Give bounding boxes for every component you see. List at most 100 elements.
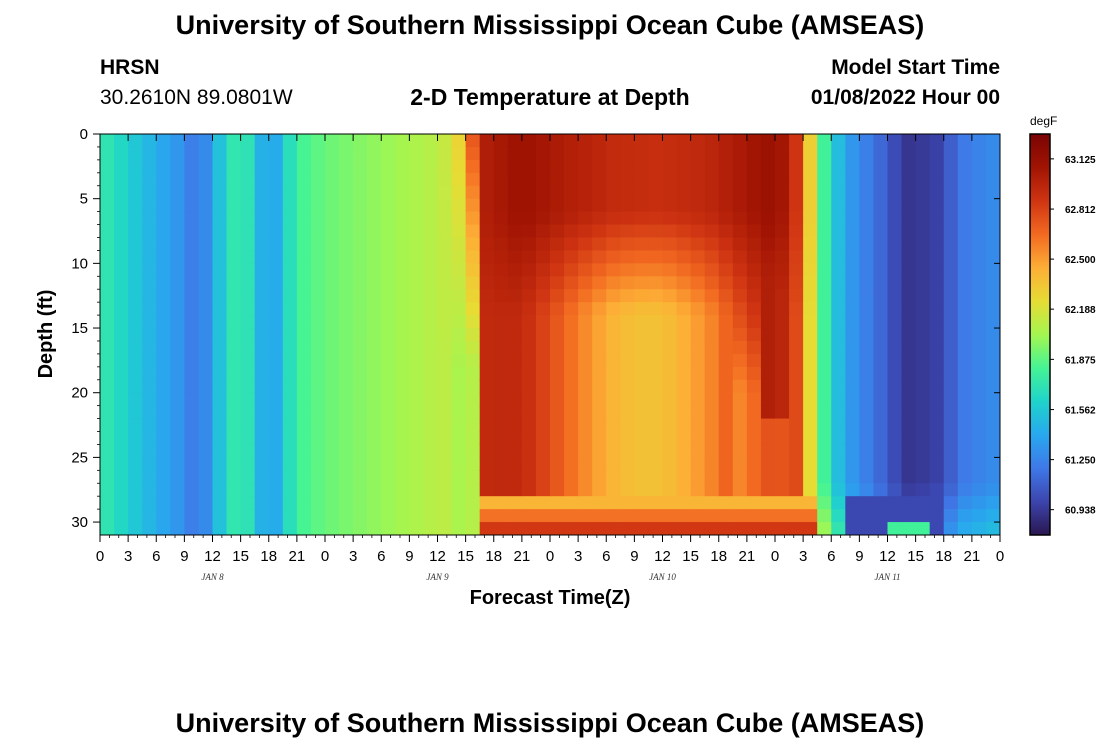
heatmap-cell: [803, 185, 818, 200]
heatmap-cell: [254, 418, 270, 433]
heatmap-cell: [564, 405, 579, 420]
heatmap-cell: [395, 379, 410, 394]
heatmap-cell: [704, 237, 720, 252]
heatmap-cell: [775, 276, 790, 290]
heatmap-cell: [465, 483, 481, 497]
heatmap-cell: [620, 405, 635, 420]
heatmap-cell: [282, 134, 298, 148]
heatmap-cell: [859, 159, 875, 174]
heatmap-cell: [550, 315, 565, 329]
heatmap-cell: [325, 198, 340, 213]
heatmap-cell: [310, 315, 326, 329]
heatmap-cell: [325, 276, 340, 290]
heatmap-cell: [423, 470, 439, 484]
heatmap-cell: [521, 470, 537, 484]
heatmap-cell: [859, 483, 875, 497]
heatmap-cell: [493, 457, 509, 471]
heatmap-cell: [198, 431, 214, 446]
heatmap-cell: [156, 444, 171, 458]
heatmap-cell: [915, 405, 931, 420]
heatmap-cell: [339, 483, 354, 497]
x-tick-label: 21: [964, 548, 981, 565]
heatmap-cell: [465, 237, 481, 252]
heatmap-cell: [114, 146, 129, 161]
heatmap-cell: [240, 315, 256, 329]
heatmap-cell: [620, 431, 635, 446]
heatmap-cell: [395, 392, 410, 407]
heatmap-cell: [718, 470, 734, 484]
heatmap-cell: [268, 224, 284, 239]
heatmap-cell: [128, 146, 143, 161]
heatmap-cell: [789, 211, 804, 226]
heatmap-cell: [746, 392, 762, 407]
heatmap-cell: [957, 470, 973, 484]
heatmap-cell: [100, 172, 115, 187]
heatmap-cell: [550, 470, 565, 484]
heatmap-cell: [971, 263, 987, 277]
heatmap-cell: [620, 366, 635, 381]
heatmap-cell: [184, 159, 200, 174]
heatmap-cell: [184, 366, 200, 381]
heatmap-cell: [606, 379, 621, 394]
heatmap-cell: [451, 237, 467, 252]
heatmap-cell: [845, 431, 860, 446]
heatmap-cell: [339, 328, 354, 342]
heatmap-cell: [226, 237, 242, 252]
heatmap-cell: [985, 483, 1000, 497]
heatmap-cell: [282, 457, 298, 471]
heatmap-cell: [704, 172, 720, 187]
heatmap-cell: [676, 134, 692, 148]
heatmap-cell: [479, 418, 495, 433]
heatmap-cell: [521, 134, 537, 148]
heatmap-cell: [226, 276, 242, 290]
heatmap-cell: [367, 418, 382, 433]
heatmap-cell: [465, 431, 481, 446]
heatmap-cell: [226, 146, 242, 161]
heatmap-cell: [817, 444, 832, 458]
heatmap-cell: [873, 509, 889, 523]
heatmap-cell: [943, 470, 959, 484]
heatmap-cell: [648, 457, 664, 471]
heatmap-cell: [592, 172, 607, 187]
heatmap-cell: [240, 172, 256, 187]
heatmap-cell: [620, 276, 635, 290]
heatmap-cell: [507, 392, 523, 407]
heatmap-cell: [943, 159, 959, 174]
heatmap-cell: [971, 470, 987, 484]
heatmap-cell: [634, 172, 650, 187]
heatmap-cell: [479, 405, 495, 420]
heatmap-cell: [423, 431, 439, 446]
heatmap-cell: [676, 159, 692, 174]
heatmap-cell: [114, 198, 129, 213]
heatmap-cell: [451, 392, 467, 407]
heatmap-cell: [156, 315, 171, 329]
heatmap-cell: [479, 146, 495, 161]
heatmap-cell: [620, 237, 635, 252]
heatmap-cell: [592, 224, 607, 239]
heatmap-cell: [423, 185, 439, 200]
heatmap-cell: [409, 431, 425, 446]
heatmap-cell: [704, 185, 720, 200]
heatmap-cell: [662, 509, 678, 523]
heatmap-cell: [859, 263, 875, 277]
heatmap-cell: [479, 444, 495, 458]
heatmap-cell: [423, 392, 439, 407]
heatmap-cell: [873, 237, 889, 252]
x-tick-label: 6: [377, 548, 385, 565]
heatmap-cell: [957, 134, 973, 148]
heatmap-cell: [282, 315, 298, 329]
heatmap-cell: [381, 146, 396, 161]
heatmap-cell: [254, 289, 270, 303]
heatmap-cell: [634, 366, 650, 381]
heatmap-cell: [212, 431, 228, 446]
heatmap-cell: [240, 431, 256, 446]
heatmap-cell: [339, 146, 354, 161]
heatmap-cell: [156, 289, 171, 303]
heatmap-cell: [648, 509, 664, 523]
heatmap-cell: [226, 198, 242, 213]
heatmap-cell: [423, 522, 439, 535]
heatmap-cell: [451, 470, 467, 484]
heatmap-cell: [339, 263, 354, 277]
heatmap-cell: [353, 134, 368, 148]
heatmap-cell: [578, 483, 593, 497]
